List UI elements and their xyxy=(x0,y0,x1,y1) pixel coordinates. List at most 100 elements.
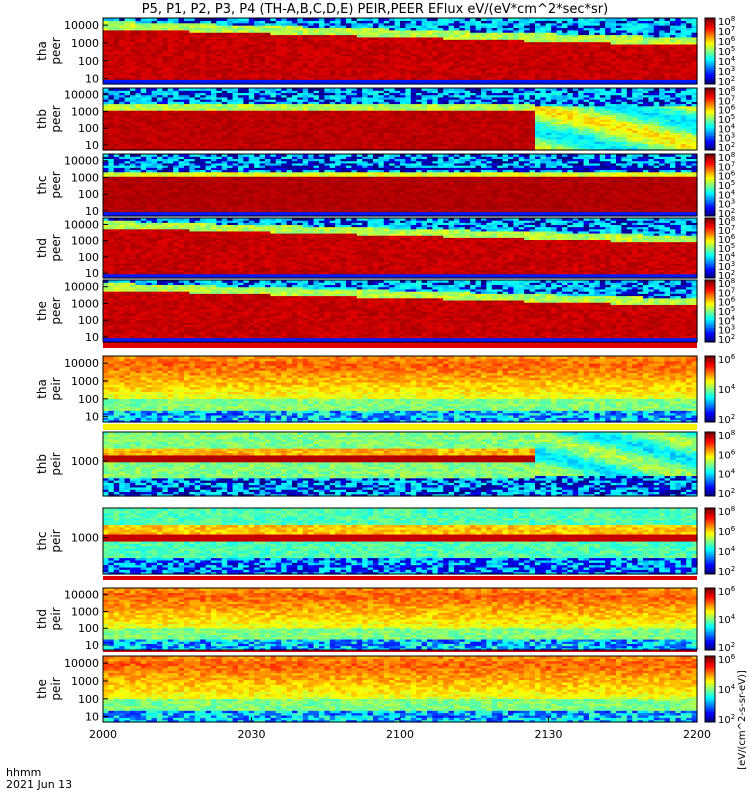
heatmap-cell xyxy=(518,48,525,52)
heatmap-cell xyxy=(335,51,342,54)
heatmap-cell xyxy=(443,20,450,24)
heatmap-cell xyxy=(416,67,423,71)
heatmap-cell xyxy=(340,81,347,85)
heatmap-cell xyxy=(535,41,541,45)
panel-separator-5 xyxy=(103,498,697,504)
heatmap-cell xyxy=(529,36,536,40)
heatmap-cell xyxy=(486,65,493,69)
heatmap-cell xyxy=(427,60,433,64)
heatmap-cell xyxy=(486,36,493,40)
heatmap-cell xyxy=(124,55,131,59)
heatmap-cell xyxy=(292,62,298,66)
heatmap-cell xyxy=(362,60,369,64)
heatmap-cell xyxy=(535,32,541,36)
heatmap-cell xyxy=(464,55,471,59)
heatmap-cell xyxy=(221,48,228,52)
heatmap-cell xyxy=(529,65,536,69)
heatmap-cell xyxy=(562,36,568,40)
heatmap-cell xyxy=(140,41,147,45)
heatmap-cell xyxy=(108,36,115,40)
heatmap-cell xyxy=(286,32,293,36)
heatmap-cell xyxy=(292,60,298,64)
heatmap-cell xyxy=(324,60,331,64)
heatmap-cell xyxy=(151,27,158,31)
heatmap-cell xyxy=(329,69,336,73)
heatmap-cell xyxy=(113,72,120,76)
heatmap-cell xyxy=(486,27,493,31)
heatmap-cell xyxy=(130,62,136,66)
heatmap-cell xyxy=(173,29,180,33)
heatmap-cell xyxy=(173,22,180,26)
heatmap-cell xyxy=(292,65,298,69)
heatmap-cell xyxy=(157,72,163,76)
heatmap-cell xyxy=(319,41,325,45)
heatmap-cell xyxy=(513,46,520,50)
heatmap-cell xyxy=(157,25,163,29)
heatmap-cell xyxy=(124,27,131,31)
heatmap-cell xyxy=(432,58,439,62)
heatmap-cell xyxy=(329,34,336,38)
heatmap-cell xyxy=(367,34,374,38)
heatmap-cell xyxy=(259,79,266,83)
heatmap-cell xyxy=(248,48,255,52)
heatmap-cell xyxy=(437,79,444,83)
heatmap-cell xyxy=(389,53,396,57)
heatmap-cell xyxy=(308,25,315,29)
heatmap-cell xyxy=(329,74,336,78)
heatmap-cell xyxy=(508,51,514,54)
heatmap-cell xyxy=(324,27,331,31)
heatmap-cell xyxy=(432,39,439,43)
heatmap-cell xyxy=(265,69,271,73)
heatmap-cell xyxy=(292,53,298,57)
heatmap-cell xyxy=(432,79,439,83)
heatmap-cell xyxy=(518,62,525,66)
heatmap-cell xyxy=(329,39,336,43)
heatmap-cell xyxy=(124,25,131,29)
heatmap-cell xyxy=(454,74,460,78)
heatmap-cell xyxy=(524,53,531,57)
heatmap-cell xyxy=(119,41,126,45)
heatmap-cell xyxy=(189,34,196,38)
heatmap-cell xyxy=(286,18,293,21)
heatmap-cell xyxy=(335,36,342,40)
heatmap-cell xyxy=(362,41,369,45)
heatmap-cell xyxy=(405,41,412,45)
heatmap-cell xyxy=(405,20,412,24)
heatmap-cell xyxy=(356,51,363,54)
heatmap-cell xyxy=(562,53,568,57)
heatmap-cell xyxy=(103,69,109,73)
heatmap-cell xyxy=(454,18,460,21)
heatmap-cell xyxy=(416,76,423,80)
heatmap-cell xyxy=(302,48,309,52)
heatmap-cell xyxy=(416,36,423,40)
heatmap-cell xyxy=(324,55,331,59)
heatmap-cell xyxy=(340,32,347,36)
heatmap-cell xyxy=(383,18,390,21)
heatmap-cell xyxy=(502,32,509,36)
heatmap-cell xyxy=(454,25,460,29)
heatmap-cell xyxy=(151,74,158,78)
heatmap-cell xyxy=(238,76,244,80)
heatmap-cell xyxy=(400,65,406,69)
heatmap-cell xyxy=(140,29,147,33)
heatmap-cell xyxy=(405,48,412,52)
heatmap-cell xyxy=(184,20,190,24)
heatmap-cell xyxy=(362,22,369,26)
heatmap-cell xyxy=(200,67,207,71)
heatmap-cell xyxy=(329,55,336,59)
heatmap-cell xyxy=(232,18,239,21)
heatmap-cell xyxy=(540,53,547,57)
heatmap-cell xyxy=(448,65,455,69)
heatmap-cell xyxy=(556,72,563,76)
heatmap-cell xyxy=(313,22,320,26)
heatmap-cell xyxy=(524,46,531,50)
heatmap-cell xyxy=(389,65,396,69)
heatmap-cell xyxy=(297,76,304,80)
heatmap-cell xyxy=(383,27,390,31)
heatmap-cell xyxy=(551,46,558,50)
heatmap-cell xyxy=(205,67,212,71)
heatmap-cell xyxy=(140,76,147,80)
heatmap-cell xyxy=(562,29,568,33)
heatmap-cell xyxy=(151,20,158,24)
heatmap-cell xyxy=(178,34,185,38)
